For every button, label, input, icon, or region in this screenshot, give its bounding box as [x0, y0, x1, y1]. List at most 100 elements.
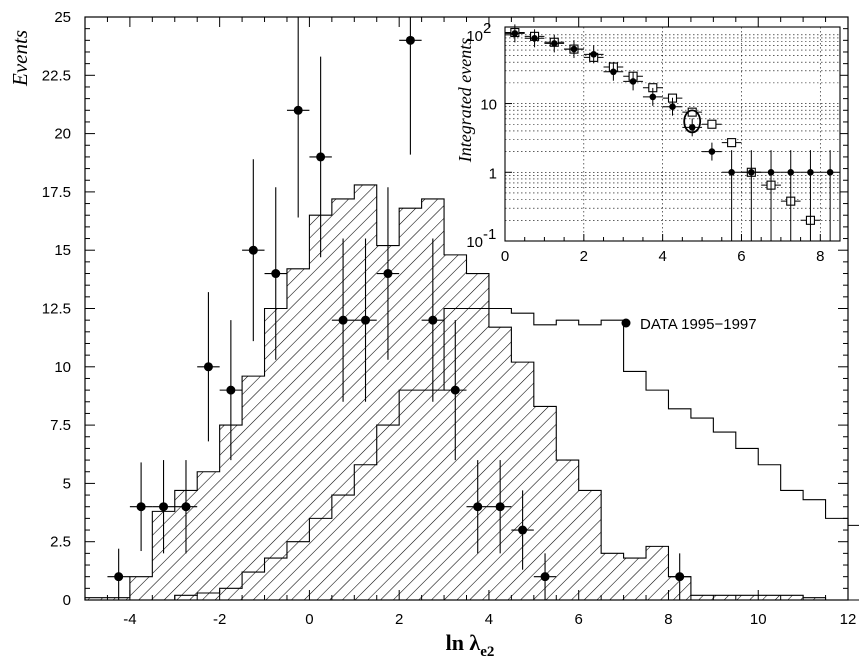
- outline-histogram-shape: [174, 307, 859, 600]
- x-tick-label: -4: [123, 611, 136, 628]
- legend-label-data: DATA 1995−1997: [640, 316, 757, 333]
- inset-frame: [504, 26, 841, 242]
- data-point-marker: [338, 315, 348, 325]
- inset-background: [505, 27, 840, 241]
- data-point-marker: [203, 362, 213, 372]
- data-point: [533, 553, 557, 600]
- inset-filled-point: [761, 150, 781, 241]
- data-point: [331, 238, 355, 402]
- inset-filled-point: [800, 150, 821, 241]
- data-point: [488, 460, 512, 554]
- data-point: [219, 320, 243, 461]
- filled-point-marker: [531, 35, 538, 42]
- y-tick-label: 0: [63, 592, 71, 609]
- y-axis-label: Events: [8, 30, 32, 87]
- y-tick-label: 5: [63, 475, 71, 492]
- x-axis-label: ln λe2: [446, 630, 495, 660]
- x-tick-label: 12: [840, 611, 857, 628]
- data-point: [309, 56, 332, 258]
- data-point-marker: [293, 105, 303, 115]
- inset-filled-point: [642, 87, 663, 106]
- inset-filled-points: [505, 24, 840, 241]
- data-point: [399, 17, 422, 155]
- inset-y-tick-exponent: 2: [483, 20, 491, 37]
- inset-open-square-point: [702, 119, 722, 129]
- filled-point-marker: [649, 93, 657, 101]
- data-point-marker: [495, 502, 505, 512]
- filled-point-marker: [787, 168, 795, 176]
- inset-filled-point: [721, 150, 742, 241]
- data-point-marker: [405, 35, 415, 45]
- data-point-marker: [114, 572, 124, 582]
- inset-x-tick-label: 8: [816, 248, 824, 265]
- inset-x-axis-ticks: 0 2 4 6 8: [501, 234, 841, 265]
- open-square-marker: [707, 119, 717, 129]
- outline-histogram: [174, 307, 859, 600]
- data-point: [511, 490, 534, 570]
- data-point-marker: [226, 385, 236, 395]
- inset-y-tick-exponent: -1: [483, 226, 496, 243]
- data-point: [107, 548, 130, 600]
- filled-point-marker: [728, 168, 735, 176]
- inset-x-tick-label: 0: [501, 248, 509, 265]
- inset-open-square-point: [721, 138, 742, 148]
- inset-y-axis-label: Integrated events: [455, 38, 475, 163]
- data-point: [129, 462, 153, 552]
- y-tick-label: 15: [54, 242, 71, 259]
- data-point: [421, 238, 445, 402]
- x-tick-label: 4: [485, 611, 493, 628]
- data-point: [242, 159, 265, 342]
- y-tick-label: 22.5: [42, 67, 71, 84]
- data-point: [197, 292, 220, 442]
- y-tick-label: 17.5: [42, 184, 71, 201]
- x-axis-label-main: ln λ: [446, 630, 481, 655]
- data-point-marker: [271, 269, 281, 279]
- data-point-marker: [316, 152, 326, 162]
- inset-filled-point: [544, 34, 565, 53]
- filled-point-marker: [688, 124, 696, 131]
- inset-y-tick-label: 1: [489, 165, 497, 182]
- inset-filled-point: [583, 45, 604, 64]
- x-tick-label: 10: [750, 611, 767, 628]
- y-tick-label: 25: [54, 9, 71, 26]
- filled-point-marker: [669, 103, 676, 110]
- filled-point-marker: [550, 40, 558, 47]
- inset-filled-point: [564, 40, 584, 59]
- data-point-marker: [248, 245, 258, 255]
- y-tick-label: 7.5: [50, 417, 71, 434]
- x-axis-ticks: -4 -2 0 2 4 6 8 10 12: [84, 17, 857, 628]
- y-tick-label: 12.5: [42, 301, 71, 318]
- open-square-marker: [687, 107, 697, 117]
- filled-point-marker: [511, 30, 519, 37]
- data-point: [264, 187, 287, 360]
- inset-x-tick-label: 6: [737, 248, 745, 265]
- inset-filled-point: [623, 72, 643, 91]
- data-point: [444, 320, 467, 461]
- data-point-marker: [181, 502, 191, 512]
- data-points: [107, 17, 691, 600]
- inset-filled-point: [603, 62, 624, 81]
- data-point: [286, 17, 310, 218]
- legend-marker-data: [621, 318, 631, 328]
- filled-point-marker: [767, 168, 775, 176]
- x-tick-label: 2: [395, 611, 403, 628]
- inset-x-tick-label: 2: [580, 248, 588, 265]
- data-point-marker: [675, 572, 685, 582]
- x-tick-label: 8: [664, 611, 672, 628]
- y-tick-label: 20: [54, 126, 71, 143]
- hatched-histogram-shape: [84, 184, 859, 601]
- inset-filled-point: [524, 29, 545, 48]
- data-point: [152, 460, 175, 554]
- filled-point-marker: [629, 78, 637, 85]
- x-tick-label: 0: [305, 611, 313, 628]
- data-point-marker: [540, 572, 550, 582]
- inset-filled-point: [780, 150, 801, 241]
- data-point-marker: [428, 315, 438, 325]
- data-point-marker: [383, 269, 393, 279]
- inset-y-tick-label: 10: [466, 28, 483, 45]
- data-point-marker: [473, 502, 483, 512]
- hatched-histogram: [84, 184, 859, 601]
